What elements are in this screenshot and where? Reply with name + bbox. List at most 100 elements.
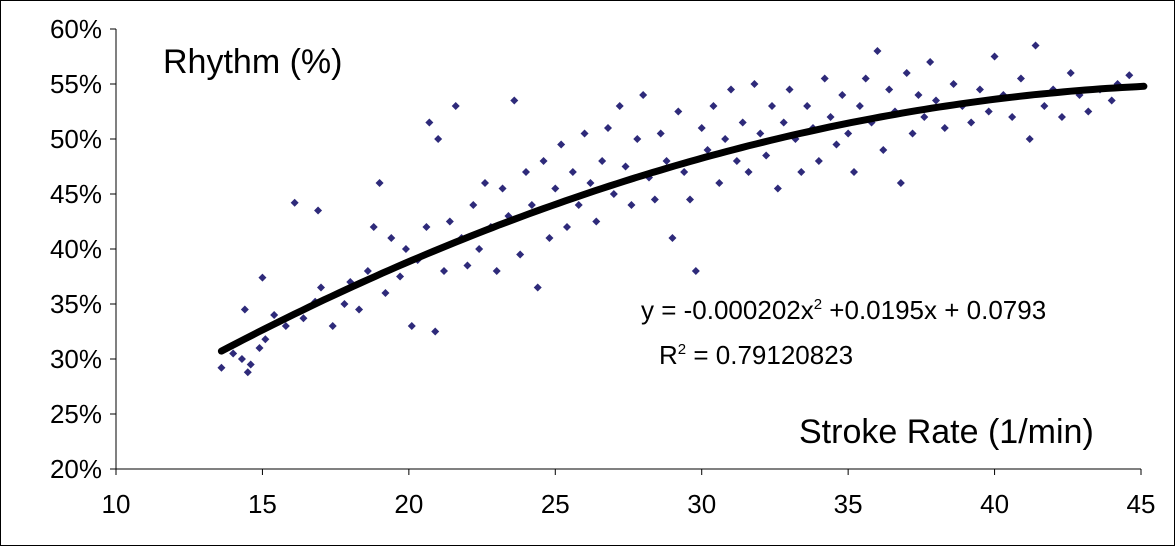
- scatter-point: [604, 124, 612, 132]
- scatter-point: [355, 305, 364, 314]
- scatter-point: [627, 201, 636, 209]
- scatter-point: [1084, 107, 1093, 116]
- scatter-point: [381, 289, 390, 297]
- scatter-point: [832, 140, 841, 149]
- scatter-point: [1016, 74, 1025, 83]
- scatter-point: [481, 179, 489, 187]
- scatter-point: [510, 96, 519, 105]
- scatter-point: [463, 261, 472, 270]
- scatter-point: [431, 327, 440, 336]
- scatter-point: [674, 107, 683, 116]
- scatter-point: [975, 85, 984, 94]
- scatter-point: [396, 272, 405, 281]
- scatter-point: [615, 102, 624, 110]
- y-axis-title: Rhythm (%): [163, 43, 342, 81]
- x-axis-title: Stroke Rate (1/min): [799, 413, 1094, 451]
- scatter-point: [803, 102, 812, 110]
- y-tick-label: 40%: [50, 234, 102, 264]
- scatter-point: [850, 168, 858, 176]
- scatter-point: [768, 102, 776, 110]
- scatter-point: [422, 223, 431, 231]
- scatter-point: [1066, 69, 1075, 77]
- scatter-point: [229, 349, 238, 358]
- scatter-point: [984, 107, 993, 116]
- scatter-point: [563, 223, 571, 231]
- scatter-point: [773, 184, 782, 193]
- scatter-point: [545, 234, 554, 242]
- scatter-point: [440, 267, 448, 275]
- scatter-point: [697, 124, 706, 132]
- scatter-point: [586, 179, 595, 187]
- scatter-point: [885, 85, 894, 94]
- scatter-points: [217, 41, 1134, 377]
- x-tick-label: 45: [1127, 489, 1156, 519]
- scatter-point: [317, 283, 325, 292]
- trend-line: [217, 82, 1148, 355]
- scatter-point: [826, 113, 835, 121]
- scatter-point: [656, 129, 665, 138]
- scatter-point: [932, 96, 940, 105]
- x-tick-label: 15: [248, 489, 277, 519]
- y-tick-label: 25%: [50, 399, 102, 429]
- scatter-point: [261, 335, 270, 344]
- y-tick-label: 35%: [50, 289, 102, 319]
- y-tick-label: 55%: [50, 69, 102, 99]
- scatter-point: [237, 355, 246, 363]
- scatter-point: [240, 305, 249, 314]
- scatter-point: [1107, 96, 1116, 105]
- y-tick-label: 30%: [50, 344, 102, 374]
- scatter-point: [401, 245, 410, 253]
- scatter-point: [691, 267, 700, 275]
- scatter-point: [680, 168, 689, 176]
- r-squared-label: R2 = 0.79120823: [659, 340, 853, 370]
- scatter-point: [633, 135, 642, 143]
- scatter-point: [592, 217, 601, 226]
- scatter-point: [940, 124, 949, 132]
- scatter-point: [668, 234, 677, 242]
- scatter-point: [756, 129, 765, 138]
- scatter-point: [727, 85, 735, 94]
- scatter-point: [721, 135, 730, 143]
- scatter-point: [522, 168, 530, 176]
- x-tick-label: 30: [687, 489, 716, 519]
- x-tick-label: 10: [102, 489, 131, 519]
- scatter-point: [217, 363, 226, 372]
- scatter-point: [574, 201, 583, 209]
- scatter-point: [498, 184, 507, 193]
- scatter-point: [744, 168, 753, 176]
- x-tick-label: 20: [394, 489, 423, 519]
- scatter-point: [434, 135, 443, 143]
- scatter-point: [879, 146, 888, 154]
- scatter-point: [844, 129, 853, 138]
- scatter-point: [1025, 135, 1034, 143]
- scatter-point: [920, 113, 929, 121]
- scatter-point: [598, 157, 607, 165]
- scatter-point: [908, 129, 917, 138]
- scatter-point: [1031, 41, 1040, 50]
- scatter-point: [568, 168, 577, 176]
- scatter-point: [1008, 113, 1017, 121]
- scatter-point: [838, 91, 847, 99]
- scatter-point: [873, 47, 882, 55]
- scatter-point: [451, 102, 460, 110]
- scatter-point: [926, 58, 935, 66]
- scatter-point: [703, 146, 712, 154]
- scatter-point: [902, 69, 911, 77]
- scatter-point: [425, 118, 434, 127]
- scatter-point: [533, 283, 542, 292]
- trend-equation: y = -0.000202x2 +0.0195x + 0.0793: [641, 295, 1046, 325]
- scatter-point: [609, 190, 618, 198]
- scatter-point: [516, 250, 525, 259]
- scatter-point: [732, 157, 741, 165]
- scatter-point: [255, 344, 264, 352]
- scatter-point: [387, 234, 396, 242]
- scatter-point: [639, 91, 648, 99]
- scatter-point: [686, 195, 694, 204]
- scatter-point: [1057, 113, 1066, 121]
- scatter-point: [662, 157, 671, 165]
- scatter-point: [814, 157, 823, 165]
- scatter-point: [539, 157, 548, 165]
- scatter-point: [797, 168, 806, 176]
